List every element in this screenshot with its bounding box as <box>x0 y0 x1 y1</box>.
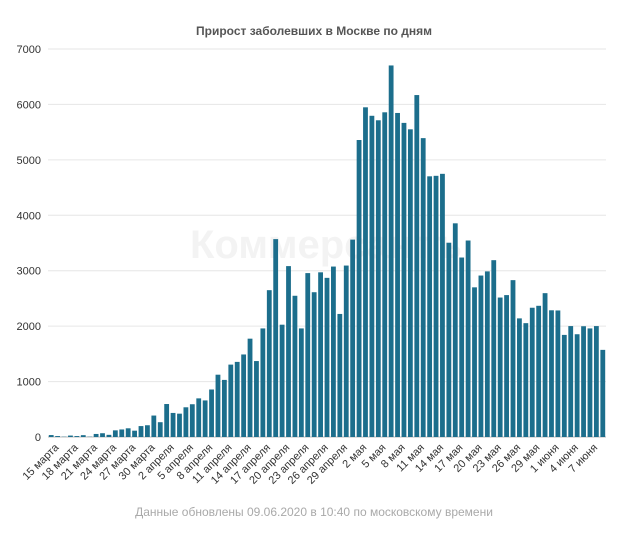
y-tick-label: 4000 <box>17 210 41 222</box>
bar <box>504 295 509 437</box>
bar <box>125 428 131 437</box>
bar <box>529 307 535 437</box>
bar <box>247 338 253 437</box>
bar <box>350 239 356 437</box>
bar <box>574 334 580 437</box>
bar <box>106 434 112 437</box>
bar <box>581 326 586 437</box>
bar <box>388 65 394 438</box>
bar <box>177 413 182 437</box>
bar <box>401 122 407 437</box>
bar <box>234 361 240 437</box>
bar <box>510 280 516 437</box>
bar <box>254 361 259 437</box>
bar <box>593 326 599 437</box>
bar <box>440 173 445 437</box>
y-axis-ticks: 0 1000 2000 3000 4000 5000 6000 7000 <box>17 44 41 444</box>
bar <box>286 266 291 437</box>
bar <box>48 435 54 437</box>
bar <box>55 436 61 437</box>
chart-title: Прирост заболевших в Москве по дням <box>196 24 432 38</box>
update-footnote: Данные обновлены 09.06.2020 в 10:40 по м… <box>135 505 493 519</box>
bar <box>459 257 465 437</box>
y-tick-label: 3000 <box>17 266 41 278</box>
bar <box>119 429 125 437</box>
bar <box>427 176 433 437</box>
bar <box>202 400 208 437</box>
bar <box>311 292 317 437</box>
bar <box>189 404 195 437</box>
bar <box>587 328 593 437</box>
bar <box>215 374 221 437</box>
bar <box>484 271 490 437</box>
bar <box>331 266 336 437</box>
bar <box>241 354 247 437</box>
y-tick-label: 7000 <box>17 44 41 56</box>
bar <box>414 95 420 437</box>
bar <box>260 328 266 437</box>
bar <box>279 324 285 437</box>
y-tick-label: 5000 <box>17 155 41 167</box>
bar <box>407 129 413 437</box>
bar <box>100 433 105 437</box>
bar <box>555 310 561 437</box>
bars <box>48 65 606 438</box>
bar <box>170 412 176 437</box>
bar <box>228 364 234 437</box>
bar <box>138 426 144 437</box>
bar <box>209 389 214 437</box>
y-tick-label: 1000 <box>17 377 41 389</box>
bar <box>337 313 343 437</box>
bar <box>318 272 323 437</box>
bar <box>292 295 298 437</box>
bar <box>343 265 349 437</box>
bar <box>523 323 529 437</box>
bar <box>164 404 170 437</box>
bar <box>568 326 574 437</box>
bar <box>375 120 381 437</box>
bar <box>600 349 606 437</box>
bar <box>183 407 189 437</box>
y-tick-label: 2000 <box>17 321 41 333</box>
bar <box>363 107 368 437</box>
bar <box>221 379 227 437</box>
bar <box>497 297 503 437</box>
bar <box>74 436 80 437</box>
bar <box>157 422 163 437</box>
bar <box>298 328 304 437</box>
bar <box>536 305 542 437</box>
bar <box>420 138 426 437</box>
bar <box>305 273 311 437</box>
bar <box>478 275 484 437</box>
bar <box>472 287 477 437</box>
bar <box>112 430 118 437</box>
bar <box>145 425 150 437</box>
y-tick-label: 6000 <box>17 99 41 111</box>
bar <box>273 239 279 437</box>
bar <box>369 115 375 437</box>
bar <box>561 334 567 437</box>
bar <box>542 293 548 437</box>
bar <box>395 112 400 438</box>
bar <box>382 112 388 438</box>
bar <box>324 277 330 437</box>
bar <box>452 223 458 437</box>
bar <box>68 435 73 437</box>
bar <box>196 398 202 437</box>
bar <box>517 318 522 437</box>
bar <box>433 175 439 437</box>
bar <box>356 140 362 437</box>
bar <box>446 242 452 437</box>
y-tick-label: 0 <box>35 432 41 444</box>
bar <box>491 260 497 437</box>
bar <box>549 310 554 437</box>
bar <box>266 290 272 437</box>
bar <box>132 430 137 437</box>
bar <box>93 433 99 437</box>
bar <box>151 415 157 437</box>
bar <box>80 435 86 437</box>
bar <box>465 240 471 437</box>
